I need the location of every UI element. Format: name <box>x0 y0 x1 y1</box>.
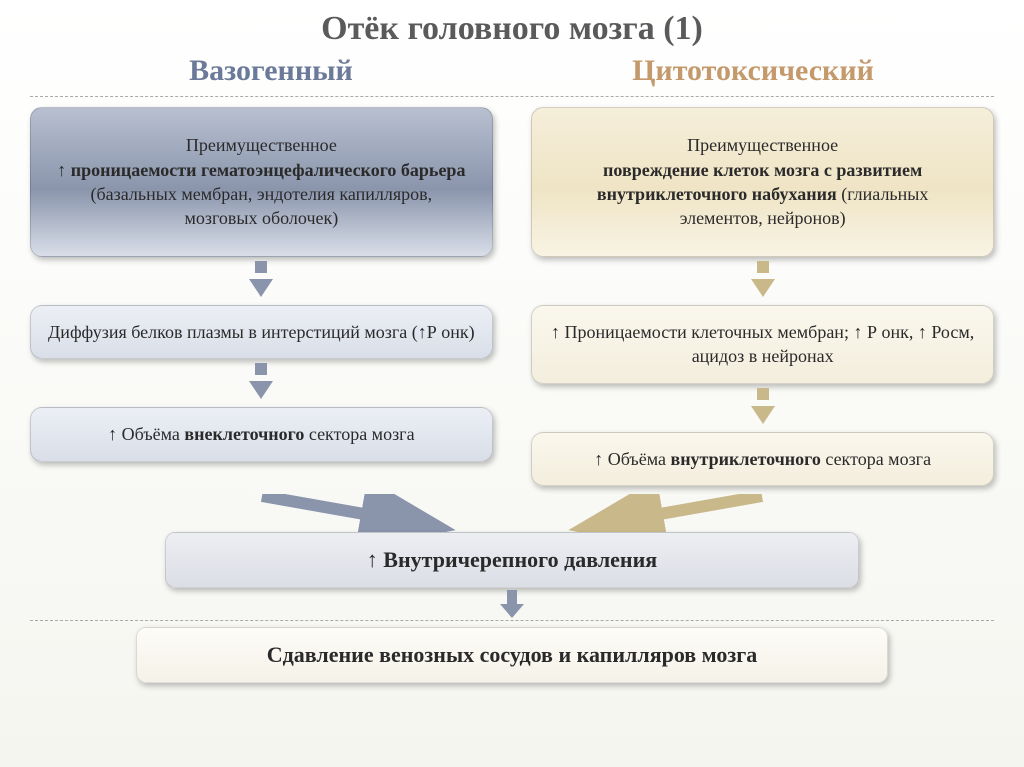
arrow-right-1 <box>751 261 775 303</box>
diagram-container: Отёк головного мозга (1) Вазогенный Цито… <box>0 0 1024 767</box>
left-box1-post: (базальных мембран, эндотелия капилляров… <box>91 184 433 228</box>
right-box-2: ↑ Проницаемости клеточных мембран; ↑ Р о… <box>531 305 994 384</box>
left-column: Преимущественное ↑ проницаемости гематоэ… <box>30 107 493 486</box>
divider-dashed <box>30 96 994 97</box>
left-box-3: ↑ Объёма внеклеточного сектора мозга <box>30 407 493 461</box>
divider-dashed-2 <box>30 620 994 621</box>
right-box3-post: сектора мозга <box>821 449 931 469</box>
left-box1-bold: ↑ проницаемости гематоэнцефалического ба… <box>57 160 465 180</box>
left-box-2: Диффузия белков плазмы в интерстиций моз… <box>30 305 493 359</box>
right-box3-bold: внутриклеточного <box>670 449 820 469</box>
left-box3-bold: внеклеточного <box>184 424 304 444</box>
arrow-right-2 <box>751 388 775 430</box>
main-title: Отёк головного мозга (1) <box>30 10 994 48</box>
right-box1-pre: Преимущественное <box>687 135 838 155</box>
left-heading: Вазогенный <box>54 54 488 88</box>
arrow-merge-down <box>492 588 532 618</box>
merge-box-1: ↑ Внутричерепного давления <box>165 532 859 588</box>
left-box1-pre: Преимущественное <box>186 135 337 155</box>
right-box3-pre: ↑ Объёма <box>594 449 670 469</box>
right-column: Преимущественное повреждение клеток мозг… <box>531 107 994 486</box>
columns: Преимущественное ↑ проницаемости гематоэ… <box>30 107 994 486</box>
arrow-left-2 <box>249 363 273 405</box>
subtitles-row: Вазогенный Цитотоксический <box>30 54 994 88</box>
left-box3-post: сектора мозга <box>304 424 414 444</box>
merge-section: ↑ Внутричерепного давления Сдавление вен… <box>30 494 994 683</box>
left-box-1: Преимущественное ↑ проницаемости гематоэ… <box>30 107 493 257</box>
merge-arrows-svg <box>32 494 992 532</box>
left-box3-pre: ↑ Объёма <box>108 424 184 444</box>
merge-box-2: Сдавление венозных сосудов и капилляров … <box>136 627 888 683</box>
right-box-3: ↑ Объёма внутриклеточного сектора мозга <box>531 432 994 486</box>
right-heading: Цитотоксический <box>536 54 970 88</box>
arrow-left-1 <box>249 261 273 303</box>
right-box-1: Преимущественное повреждение клеток мозг… <box>531 107 994 257</box>
